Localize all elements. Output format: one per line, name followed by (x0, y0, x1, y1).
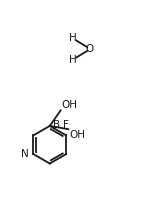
Text: O: O (85, 44, 93, 54)
Text: OH: OH (69, 130, 85, 140)
Text: N: N (21, 149, 29, 159)
Text: F: F (63, 121, 69, 130)
Text: B: B (53, 120, 60, 130)
Text: OH: OH (61, 100, 77, 110)
Text: H: H (69, 32, 77, 43)
Text: H: H (69, 56, 77, 65)
